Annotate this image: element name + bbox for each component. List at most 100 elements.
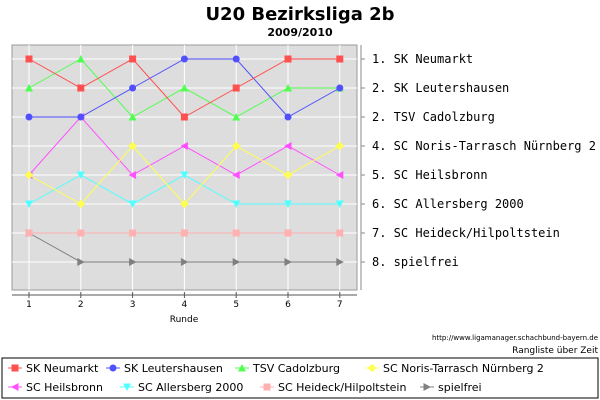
data-point — [77, 258, 85, 266]
legend-label: SC Heideck/Hilpoltstein — [278, 381, 406, 394]
x-tick-label: 7 — [337, 300, 343, 310]
footer-url[interactable]: http://www.ligamanager.schachbund-bayern… — [432, 334, 598, 342]
data-point — [180, 258, 189, 266]
legend-item: SC Noris-Tarrasch Nürnberg 2 — [365, 362, 544, 375]
data-point — [232, 84, 240, 92]
series-group — [25, 171, 344, 208]
data-point — [11, 383, 19, 391]
data-point — [232, 229, 240, 237]
footer-caption: Rangliste über Zeit — [512, 346, 598, 356]
legend-label: SC Noris-Tarrasch Nürnberg 2 — [383, 362, 544, 375]
data-point — [232, 55, 240, 63]
data-point — [284, 229, 292, 237]
data-point — [180, 113, 188, 121]
data-point — [232, 200, 241, 208]
data-point — [25, 84, 33, 92]
data-point — [24, 170, 34, 180]
rank-label: 1. SK Neumarkt — [372, 52, 473, 66]
data-point — [128, 141, 137, 151]
series-layer — [24, 55, 345, 266]
data-point — [77, 229, 85, 237]
data-point — [180, 84, 189, 92]
data-point — [76, 171, 85, 179]
data-point — [263, 383, 271, 391]
data-point — [180, 199, 189, 209]
series-group — [24, 141, 345, 209]
data-point — [284, 113, 292, 121]
data-point — [180, 142, 188, 150]
x-tick-label: 3 — [130, 300, 136, 310]
legend-label: SC Heilsbronn — [26, 381, 103, 394]
rank-label: 4. SC Noris-Tarrasch Nürnberg 2 — [372, 139, 596, 153]
rank-label: 6. SC Allersberg 2000 — [372, 197, 524, 211]
data-point — [123, 383, 131, 391]
rank-labels: 1. SK Neumarkt 2. SK Leutershausen 2. TSV … — [361, 52, 596, 269]
rank-label: 2. TSV Cadolzburg — [372, 110, 495, 124]
x-tick-label: 1 — [26, 300, 32, 310]
x-tick-label: 2 — [78, 300, 84, 310]
legend-item: SC Allersberg 2000 — [120, 381, 243, 394]
x-tick-label: 4 — [182, 300, 188, 310]
series-group — [25, 55, 344, 121]
data-point — [238, 364, 246, 372]
data-point — [77, 113, 85, 121]
legend-label: SC Allersberg 2000 — [138, 381, 243, 394]
series-group — [25, 229, 344, 237]
legend-item: spielfrei — [420, 381, 482, 394]
legend: SK Neumarkt SK Leutershausen TSV Cadolzbur… — [8, 362, 544, 394]
data-point — [129, 229, 137, 237]
legend-item: SC Heideck/Hilpoltstein — [260, 381, 406, 394]
rank-label: 5. SC Heilsbronn — [372, 168, 488, 182]
x-tick-label: 5 — [233, 300, 239, 310]
data-point — [77, 84, 85, 92]
data-point — [284, 258, 292, 266]
data-point — [109, 364, 117, 372]
data-point — [335, 171, 344, 179]
data-point — [129, 55, 137, 63]
data-point — [284, 55, 292, 63]
data-point — [25, 113, 33, 121]
rank-label: 8. spielfrei — [372, 255, 459, 269]
x-tick-label: 6 — [285, 300, 291, 310]
legend-item: SC Heilsbronn — [8, 381, 103, 394]
data-point — [129, 258, 137, 266]
data-point — [284, 142, 292, 150]
legend-label: SK Leutershausen — [124, 362, 223, 375]
legend-label: spielfrei — [438, 381, 482, 394]
data-point — [284, 200, 292, 208]
data-point — [336, 229, 344, 237]
legend-label: SK Neumarkt — [26, 362, 99, 375]
legend-item: SK Leutershausen — [106, 362, 223, 375]
data-point — [336, 55, 344, 63]
legend-item: TSV Cadolzburg — [235, 362, 340, 375]
data-point — [180, 229, 188, 237]
x-axis: 1 2 3 4 5 6 7 — [12, 292, 357, 310]
x-axis-label: Runde — [170, 315, 199, 325]
data-point — [284, 84, 292, 92]
chart-title: U20 Bezirksliga 2b — [205, 4, 394, 25]
data-point — [232, 258, 241, 266]
data-point — [25, 55, 33, 63]
data-point — [231, 141, 241, 151]
data-point — [336, 84, 344, 92]
data-point — [76, 199, 86, 209]
data-point — [232, 113, 241, 121]
data-point — [180, 55, 188, 63]
legend-label: TSV Cadolzburg — [252, 362, 340, 375]
data-point — [128, 171, 137, 179]
data-point — [232, 171, 240, 179]
legend-item: SK Neumarkt — [8, 362, 99, 375]
rank-label: 2. SK Leutershausen — [372, 81, 509, 95]
series-group — [25, 55, 344, 121]
data-point — [335, 200, 344, 208]
data-point — [129, 84, 137, 92]
rank-label: 7. SC Heideck/Hilpoltstein — [372, 226, 560, 240]
data-point — [335, 141, 345, 151]
chart-subtitle: 2009/2010 — [267, 26, 333, 39]
data-point — [25, 229, 33, 237]
data-point — [76, 55, 85, 63]
data-point — [25, 200, 33, 208]
data-point — [283, 170, 293, 180]
data-point — [128, 113, 137, 121]
